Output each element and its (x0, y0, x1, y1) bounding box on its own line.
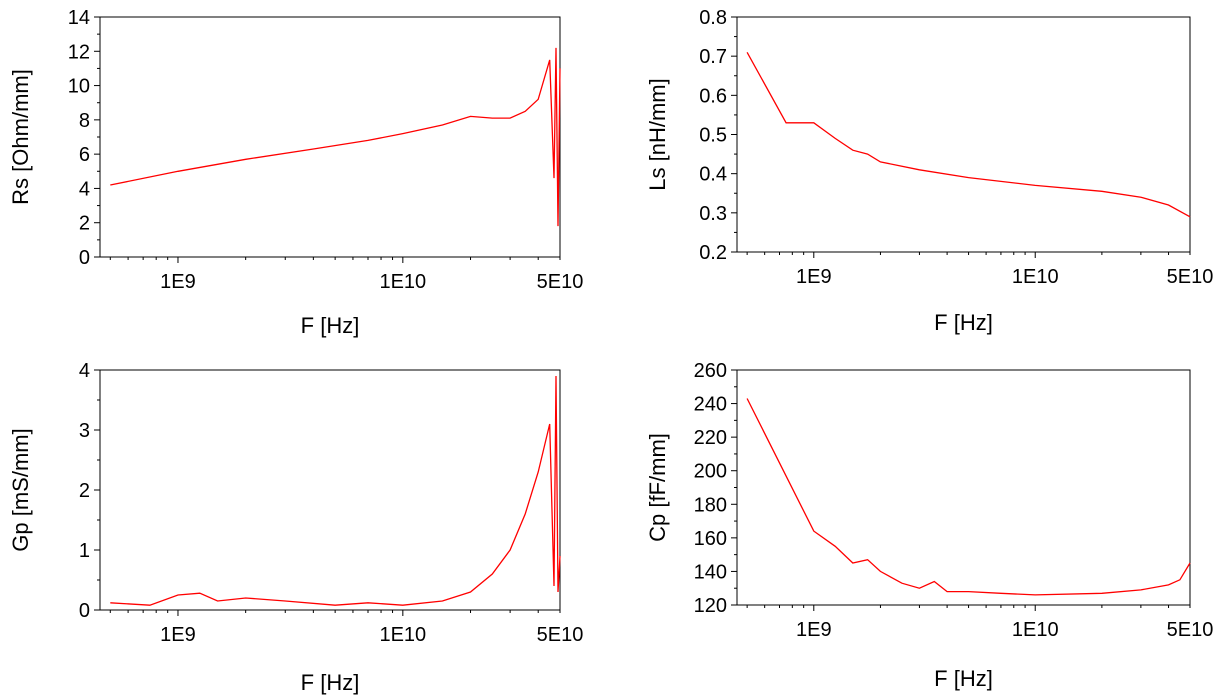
chart-panel-3: 0 1 2 3 4 1E9 1E10 5E10 F [Hz] Gp [mS/mm] (8, 360, 583, 695)
y-tick-label: 0 (79, 600, 90, 622)
y-tick-label: 0 (79, 247, 90, 269)
x-tick-label: 1E9 (796, 619, 832, 641)
x-tick-label: 5E10 (1167, 619, 1214, 641)
x-axis-title: F [Hz] (301, 313, 360, 338)
series-line (746, 51, 1191, 218)
y-tick-label: 0.6 (699, 85, 727, 107)
y-tick-label: 1 (79, 540, 90, 562)
chart-panel-4: 120 140 160 180 200 220 240 260 1E9 1E10 5E10 F [Hz… (645, 360, 1213, 691)
chart-panel-2: 0.2 0.3 0.4 0.5 0.6 0.7 0.8 1E9 1E10 5E10 F [Hz] Ls… (645, 7, 1213, 335)
y-tick-label: 180 (694, 494, 727, 516)
y-tick-label: 0.3 (699, 203, 727, 225)
y-tick-label: 140 (694, 561, 727, 583)
y-tick-label: 3 (79, 420, 90, 442)
y-tick-label: 2 (79, 213, 90, 235)
y-tick-label: 4 (79, 360, 90, 382)
series-line (746, 398, 1191, 596)
y-tick-label: 0.8 (699, 7, 727, 29)
x-axis-title: F [Hz] (934, 666, 993, 691)
y-tick-label: 14 (68, 7, 90, 29)
x-tick-label: 1E10 (379, 271, 426, 293)
y-axis-title: Gp [mS/mm] (8, 428, 33, 551)
y-axis-title: Cp [fF/mm] (645, 433, 670, 542)
y-tick-label: 8 (79, 110, 90, 132)
y-tick-label: 2 (79, 480, 90, 502)
y-tick-label: 0.4 (699, 164, 727, 186)
plot-frame (99, 16, 561, 258)
y-tick-label: 6 (79, 144, 90, 166)
y-tick-label: 200 (694, 461, 727, 483)
y-axis-title: Rs [Ohm/mm] (8, 69, 33, 205)
plot-frame (99, 369, 561, 611)
x-axis-title: F [Hz] (301, 670, 360, 695)
plot-frame (736, 16, 1191, 253)
y-tick-label: 12 (68, 41, 90, 63)
x-tick-label: 1E10 (379, 624, 426, 646)
x-tick-label: 5E10 (1167, 266, 1214, 288)
y-tick-label: 260 (694, 360, 727, 382)
x-tick-label: 1E9 (796, 266, 832, 288)
x-axis-title: F [Hz] (934, 310, 993, 335)
x-tick-label: 1E10 (1012, 266, 1059, 288)
x-tick-label: 1E10 (1012, 619, 1059, 641)
y-tick-label: 10 (68, 76, 90, 98)
y-tick-label: 240 (694, 394, 727, 416)
y-tick-label: 0.7 (699, 46, 727, 68)
x-tick-label: 5E10 (537, 624, 584, 646)
y-tick-label: 0.5 (699, 125, 727, 147)
series-line (110, 47, 561, 227)
y-tick-label: 0.2 (699, 242, 727, 264)
y-axis-title: Ls [nH/mm] (645, 78, 670, 190)
plot-frame (736, 369, 1191, 606)
x-tick-label: 5E10 (537, 271, 584, 293)
y-tick-label: 4 (79, 178, 90, 200)
series-line (110, 375, 561, 606)
y-tick-label: 160 (694, 528, 727, 550)
x-tick-label: 1E9 (160, 624, 196, 646)
chart-panel-1: 0 2 4 6 8 10 12 14 1E9 1E10 5E10 F [Hz] Rs [Ohm/mm] (8, 7, 583, 338)
y-tick-label: 220 (694, 427, 727, 449)
x-tick-label: 1E9 (160, 271, 196, 293)
y-tick-label: 120 (694, 595, 727, 617)
